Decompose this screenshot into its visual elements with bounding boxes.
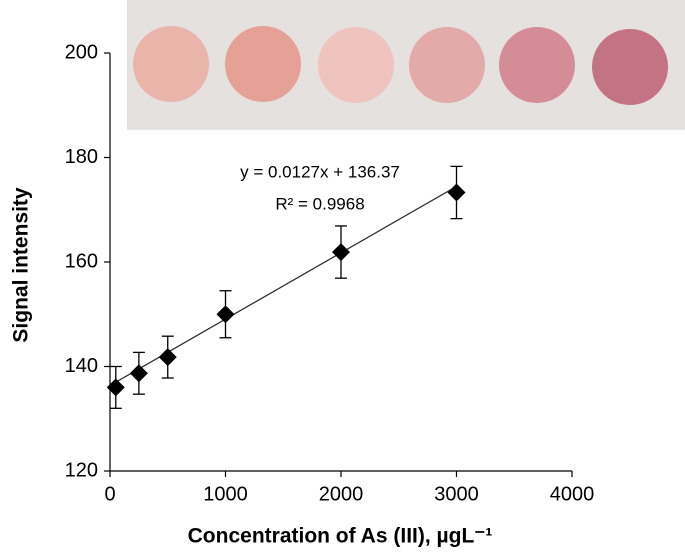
x-tick-label: 1000	[203, 483, 248, 505]
y-tick-label: 200	[65, 41, 98, 63]
data-point	[106, 378, 125, 397]
x-axis-title: Concentration of As (III), µgL⁻¹	[188, 525, 493, 548]
test-strip-photo	[127, 0, 685, 130]
data-point	[447, 183, 466, 202]
spot	[133, 26, 209, 102]
y-tick-label: 120	[65, 459, 98, 481]
spot	[499, 27, 575, 103]
spot	[225, 26, 301, 102]
y-axis-title: Signal intensity	[10, 187, 33, 343]
photo-background	[127, 0, 685, 130]
x-tick-label: 3000	[434, 483, 479, 505]
spot	[318, 27, 394, 103]
data-point	[129, 364, 148, 383]
data-point	[216, 305, 235, 324]
spot	[409, 27, 485, 103]
data-point	[332, 243, 350, 262]
y-tick-label: 160	[65, 250, 98, 272]
r-squared: R² = 0.9968	[275, 194, 364, 213]
spot	[592, 29, 668, 105]
x-tick-label: 0	[104, 483, 115, 505]
data-point	[158, 348, 177, 367]
trendline	[115, 185, 457, 383]
x-tick-label: 2000	[319, 483, 364, 505]
equation: y = 0.0127x + 136.37	[240, 162, 400, 181]
y-tick-label: 140	[65, 355, 98, 377]
x-tick-label: 4000	[550, 483, 595, 505]
y-tick-label: 180	[65, 146, 98, 168]
